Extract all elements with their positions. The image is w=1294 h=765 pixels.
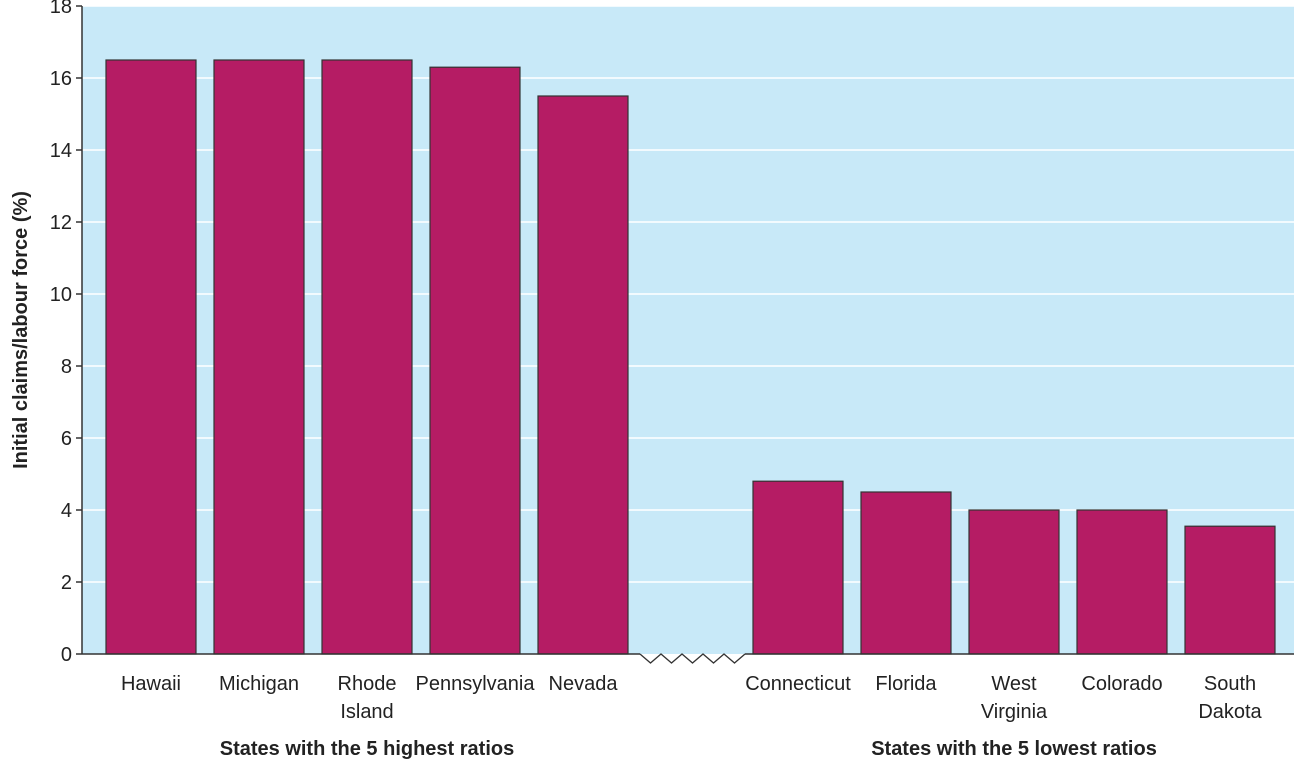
group-label: States with the 5 lowest ratios — [871, 738, 1157, 760]
y-tick-label: 8 — [61, 356, 72, 378]
axes — [76, 5, 1294, 664]
y-tick-label: 18 — [50, 0, 72, 18]
y-tick-label: 16 — [50, 68, 72, 90]
bar-hawaii — [105, 59, 197, 655]
y-tick-labels: 0 2 4 6 8 10 12 14 16 18 — [50, 0, 72, 666]
bar-pennsylvania — [429, 66, 521, 655]
y-tick-label: 10 — [50, 284, 72, 306]
bar-west-virginia — [968, 509, 1060, 655]
x-category-label: Connecticut — [745, 673, 851, 695]
x-category-label: South Dakota — [1198, 673, 1262, 723]
y-tick-label: 14 — [50, 140, 72, 162]
y-tick-label: 0 — [61, 644, 72, 666]
bars — [105, 59, 1276, 655]
x-category-labels: Hawaii Michigan Rhode Island Pennsylvania Nev… — [121, 673, 1263, 723]
bar-nevada — [537, 95, 629, 655]
x-category-label: Florida — [875, 673, 937, 695]
bar-florida — [860, 491, 952, 655]
bar-connecticut — [752, 480, 844, 655]
y-tick-label: 6 — [61, 428, 72, 450]
x-category-label: Pennsylvania — [416, 673, 536, 695]
y-tick-label: 2 — [61, 572, 72, 594]
group-labels: States with the 5 highest ratios States w… — [220, 738, 1157, 760]
bar-rhode-island — [321, 59, 413, 655]
axis-break-zigzag — [639, 653, 746, 664]
x-category-label: Colorado — [1081, 673, 1162, 695]
x-category-label: West Virginia — [981, 673, 1048, 723]
bar-colorado — [1076, 509, 1168, 655]
group-label: States with the 5 highest ratios — [220, 738, 515, 760]
y-tick-label: 4 — [61, 500, 72, 522]
y-tick-label: 12 — [50, 212, 72, 234]
x-category-label: Hawaii — [121, 673, 181, 695]
x-category-label: Nevada — [549, 673, 619, 695]
x-category-label: Rhode Island — [338, 673, 397, 723]
y-axis-title: Initial claims/labour force (%) — [10, 191, 32, 469]
bar-michigan — [213, 59, 305, 655]
bar-south-dakota — [1184, 525, 1276, 655]
x-category-label: Michigan — [219, 673, 299, 695]
